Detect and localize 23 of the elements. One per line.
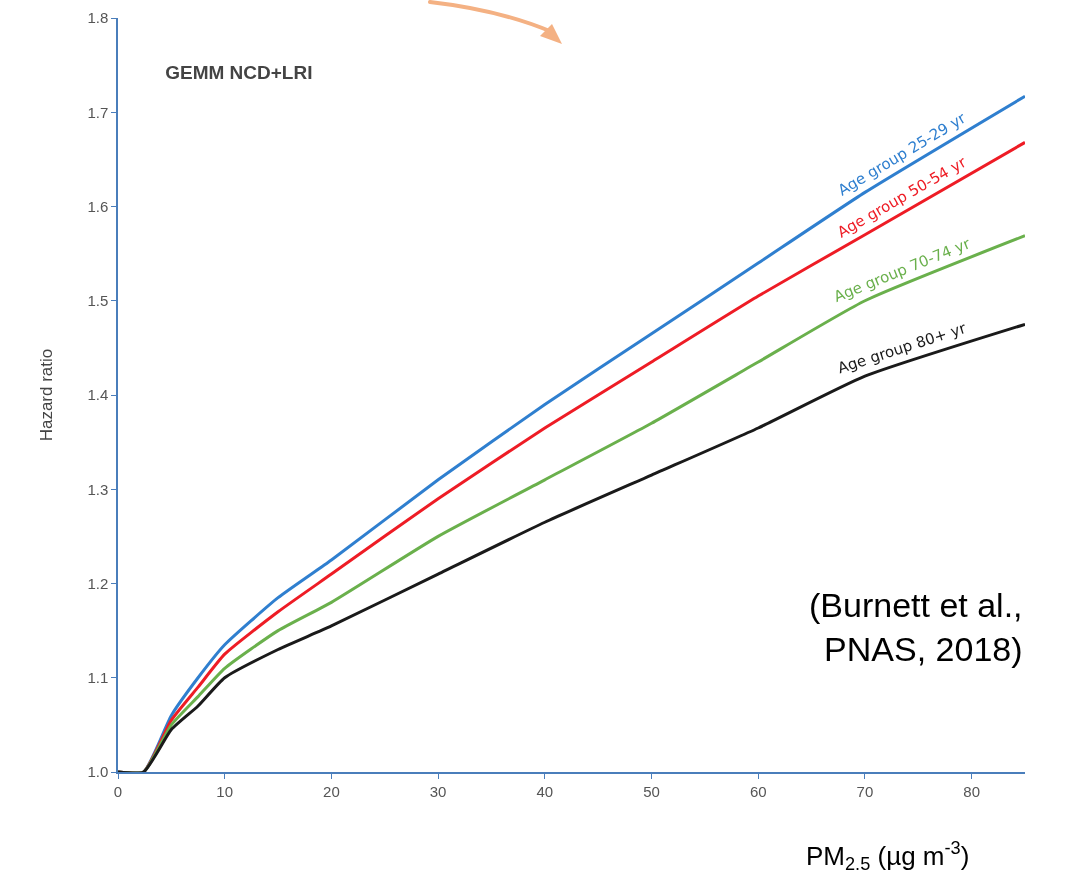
y-tick-label: 1.6 (87, 197, 109, 215)
y-tick-label: 1.4 (87, 386, 109, 404)
y-tick-label: 1.5 (87, 292, 109, 309)
x-tick-label: 50 (643, 782, 660, 800)
x-tick-label: 30 (429, 782, 447, 800)
y-tick-label: 1.3 (87, 480, 109, 498)
text: GEMM NCD+LRI (165, 62, 313, 84)
y-tick-label: 1.0 (87, 763, 109, 781)
annotation: (Burnett et al., PNAS, 2018) (809, 586, 1023, 669)
x-tick-label: 70 (856, 782, 874, 800)
y-tick-label: 1.7 (87, 103, 109, 121)
y-tick-label: 1.8 (87, 9, 109, 27)
y-tick-label: 1.2 (87, 574, 109, 592)
x-tick-label: 80 (963, 782, 980, 800)
x-tick-label: 20 (323, 782, 340, 800)
x-tick-label: 10 (216, 782, 234, 800)
y-axis-title: Hazard ratio (37, 348, 57, 442)
x-axis-title: PM$_{2.5}$ (µg m$^{-3}$) (806, 838, 970, 875)
x-tick-label: 40 (536, 782, 554, 800)
y-tick-label: 1.1 (87, 669, 109, 686)
x-tick-label: 60 (749, 782, 767, 800)
x-tick-label: 0 (113, 782, 123, 800)
text: Age group 80+ yr (835, 318, 969, 378)
